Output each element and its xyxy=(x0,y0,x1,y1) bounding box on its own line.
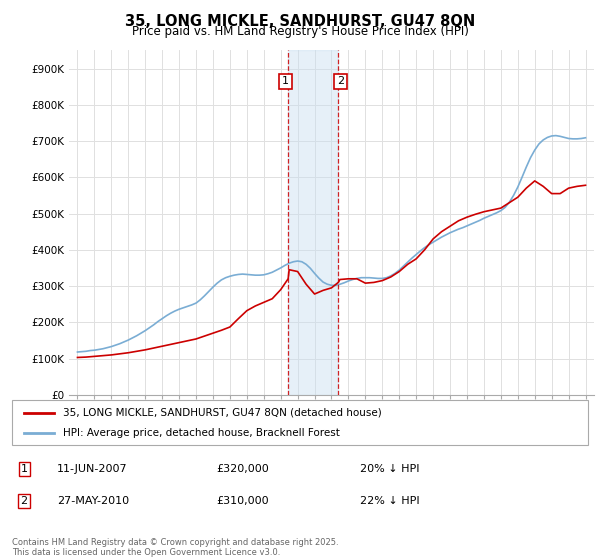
Text: Price paid vs. HM Land Registry's House Price Index (HPI): Price paid vs. HM Land Registry's House … xyxy=(131,25,469,38)
Text: 1: 1 xyxy=(20,464,28,474)
Text: 35, LONG MICKLE, SANDHURST, GU47 8QN: 35, LONG MICKLE, SANDHURST, GU47 8QN xyxy=(125,14,475,29)
Text: 22% ↓ HPI: 22% ↓ HPI xyxy=(360,496,419,506)
Text: Contains HM Land Registry data © Crown copyright and database right 2025.
This d: Contains HM Land Registry data © Crown c… xyxy=(12,538,338,557)
Text: 1: 1 xyxy=(282,76,289,86)
Text: 2: 2 xyxy=(20,496,28,506)
Text: HPI: Average price, detached house, Bracknell Forest: HPI: Average price, detached house, Brac… xyxy=(63,428,340,438)
Text: £320,000: £320,000 xyxy=(216,464,269,474)
Text: 35, LONG MICKLE, SANDHURST, GU47 8QN (detached house): 35, LONG MICKLE, SANDHURST, GU47 8QN (de… xyxy=(63,408,382,418)
Text: 27-MAY-2010: 27-MAY-2010 xyxy=(57,496,129,506)
Text: £310,000: £310,000 xyxy=(216,496,269,506)
Text: 20% ↓ HPI: 20% ↓ HPI xyxy=(360,464,419,474)
Text: 11-JUN-2007: 11-JUN-2007 xyxy=(57,464,128,474)
Bar xyxy=(288,50,338,395)
Text: 2: 2 xyxy=(337,76,344,86)
